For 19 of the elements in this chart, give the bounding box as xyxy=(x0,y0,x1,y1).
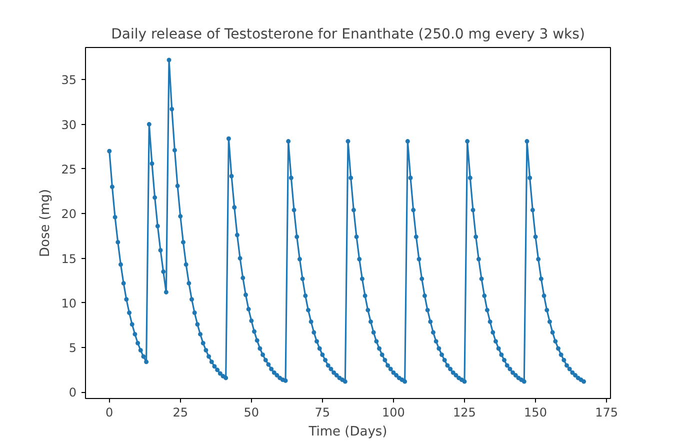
x-tick-label: 125 xyxy=(453,406,476,420)
x-tick-label: 150 xyxy=(524,406,547,420)
x-tick-label: 50 xyxy=(244,406,260,420)
x-tick-label: 25 xyxy=(172,406,188,420)
x-tick-label: 0 xyxy=(106,406,114,420)
y-tick-label: 25 xyxy=(61,162,77,176)
y-tick-label: 15 xyxy=(61,252,77,266)
y-tick-label: 10 xyxy=(61,296,77,310)
y-tick-label: 30 xyxy=(61,118,77,132)
y-tick-label: 20 xyxy=(61,207,77,222)
y-tick-label: 0 xyxy=(68,386,77,400)
y-axis-title: Dose (mg) xyxy=(38,189,54,257)
x-tick-label: 75 xyxy=(314,406,330,420)
x-axis-title: Time (Days) xyxy=(308,424,388,440)
x-tick-label: 100 xyxy=(382,406,405,420)
y-tick-label: 5 xyxy=(68,341,77,356)
x-tick-label: 175 xyxy=(595,406,618,420)
y-tick-label: 35 xyxy=(61,73,77,88)
chart-title: Daily release of Testosterone for Enanthate (250.0 mg every 3 wks) xyxy=(111,26,585,42)
